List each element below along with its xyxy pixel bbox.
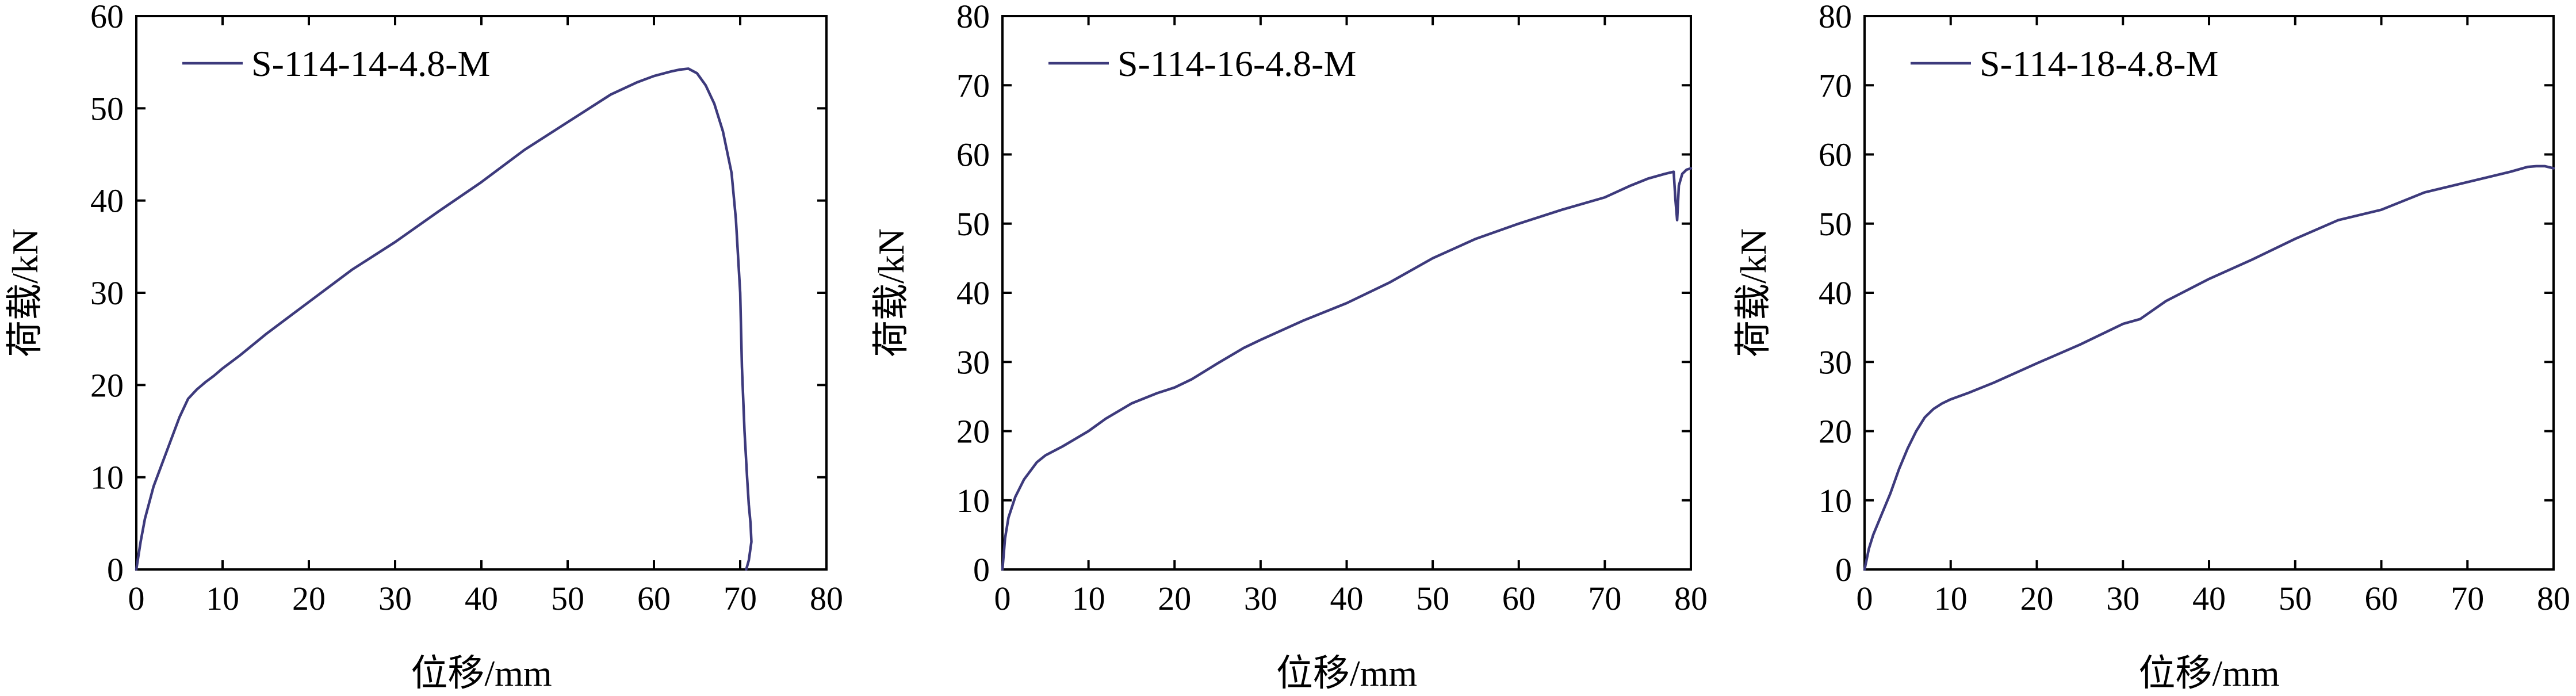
y-axis-title: 荷载/kN [5,228,45,357]
chart-panel-1: 0 10 20 30 40 50 60 70 80 0 10 20 30 40 50 60 位移/mm 荷载/kN… [5,0,843,694]
y-tick-label: 80 [956,0,990,35]
x-tick-label: 50 [2279,580,2312,617]
series-line-1 [135,67,753,571]
y-tick-label: 10 [90,459,124,496]
y-tick-label: 10 [956,482,990,519]
x-tick-label: 40 [2192,580,2226,617]
x-tick-label: 20 [292,580,326,617]
y-tick-label: 40 [90,182,124,220]
x-tick-label: 0 [128,580,145,617]
plot-frame [1001,15,1692,571]
y-tick-label: 20 [90,366,124,404]
chart-panel-3: 0 10 20 30 40 50 60 70 80 0 10 20 30 40 50 60 70 80 位移/mm 荷… [1733,0,2570,694]
y-tick-label: 70 [956,67,990,104]
y-tick-label: 60 [956,136,990,174]
x-tick-label: 60 [1502,580,1536,617]
x-tick-label: 50 [1416,580,1449,617]
y-tick-label: 30 [1819,343,1852,381]
x-tick-label: 20 [1158,580,1191,617]
x-tick-label: 80 [2537,580,2570,617]
x-tick-label: 10 [206,580,239,617]
y-tick-label: 30 [956,343,990,381]
x-tick-label: 30 [2106,580,2139,617]
x-tick-label: 70 [724,580,757,617]
y-tick-label: 50 [956,205,990,243]
x-tick-label: 0 [994,580,1011,617]
x-axis-title: 位移/mm [411,653,552,694]
x-tick-label: 60 [637,580,671,617]
y-axis-title: 荷载/kN [1733,228,1774,357]
x-tick-label: 0 [1857,580,1873,617]
x-tick-label: 30 [1244,580,1277,617]
x-tick-label: 10 [1072,580,1105,617]
x-tick-label: 20 [2020,580,2054,617]
y-tick-label: 50 [90,90,124,127]
x-tick-label: 80 [1674,580,1708,617]
y-tick-label: 50 [1819,205,1852,243]
legend-label: S-114-18-4.8-M [1980,43,2218,84]
y-tick-label: 80 [1819,0,1852,35]
y-tick-label: 0 [107,551,124,588]
y-tick-label: 0 [1835,551,1852,588]
legend-label: S-114-14-4.8-M [251,43,490,84]
series-line-1 [1863,165,2555,571]
y-axis-title: 荷载/kN [871,228,912,357]
y-tick-label: 20 [1819,413,1852,450]
y-tick-label: 20 [956,413,990,450]
x-axis-title: 位移/mm [2138,653,2279,694]
x-tick-label: 40 [1330,580,1364,617]
y-tick-label: 70 [1819,67,1852,104]
x-tick-label: 30 [378,580,412,617]
plot-frame [1863,15,2555,571]
x-tick-label: 70 [2451,580,2484,617]
x-tick-label: 10 [1934,580,1968,617]
y-tick-label: 60 [90,0,124,35]
x-tick-label: 60 [2365,580,2398,617]
y-tick-label: 10 [1819,482,1852,519]
legend-label: S-114-16-4.8-M [1117,43,1356,84]
x-tick-label: 70 [1588,580,1621,617]
y-tick-label: 40 [1819,274,1852,312]
x-tick-label: 50 [551,580,584,617]
y-tick-label: 30 [90,274,124,312]
series-line-1 [1001,167,1693,571]
x-axis-title: 位移/mm [1276,653,1417,694]
y-tick-label: 40 [956,274,990,312]
x-tick-label: 80 [810,580,843,617]
y-tick-label: 0 [973,551,990,588]
plot-frame [135,15,828,571]
chart-panel-2: 0 10 20 30 40 50 60 70 80 0 10 20 30 40 50 60 70 80 位移/mm 荷… [871,0,1708,694]
x-tick-label: 40 [465,580,498,617]
y-tick-label: 60 [1819,136,1852,174]
